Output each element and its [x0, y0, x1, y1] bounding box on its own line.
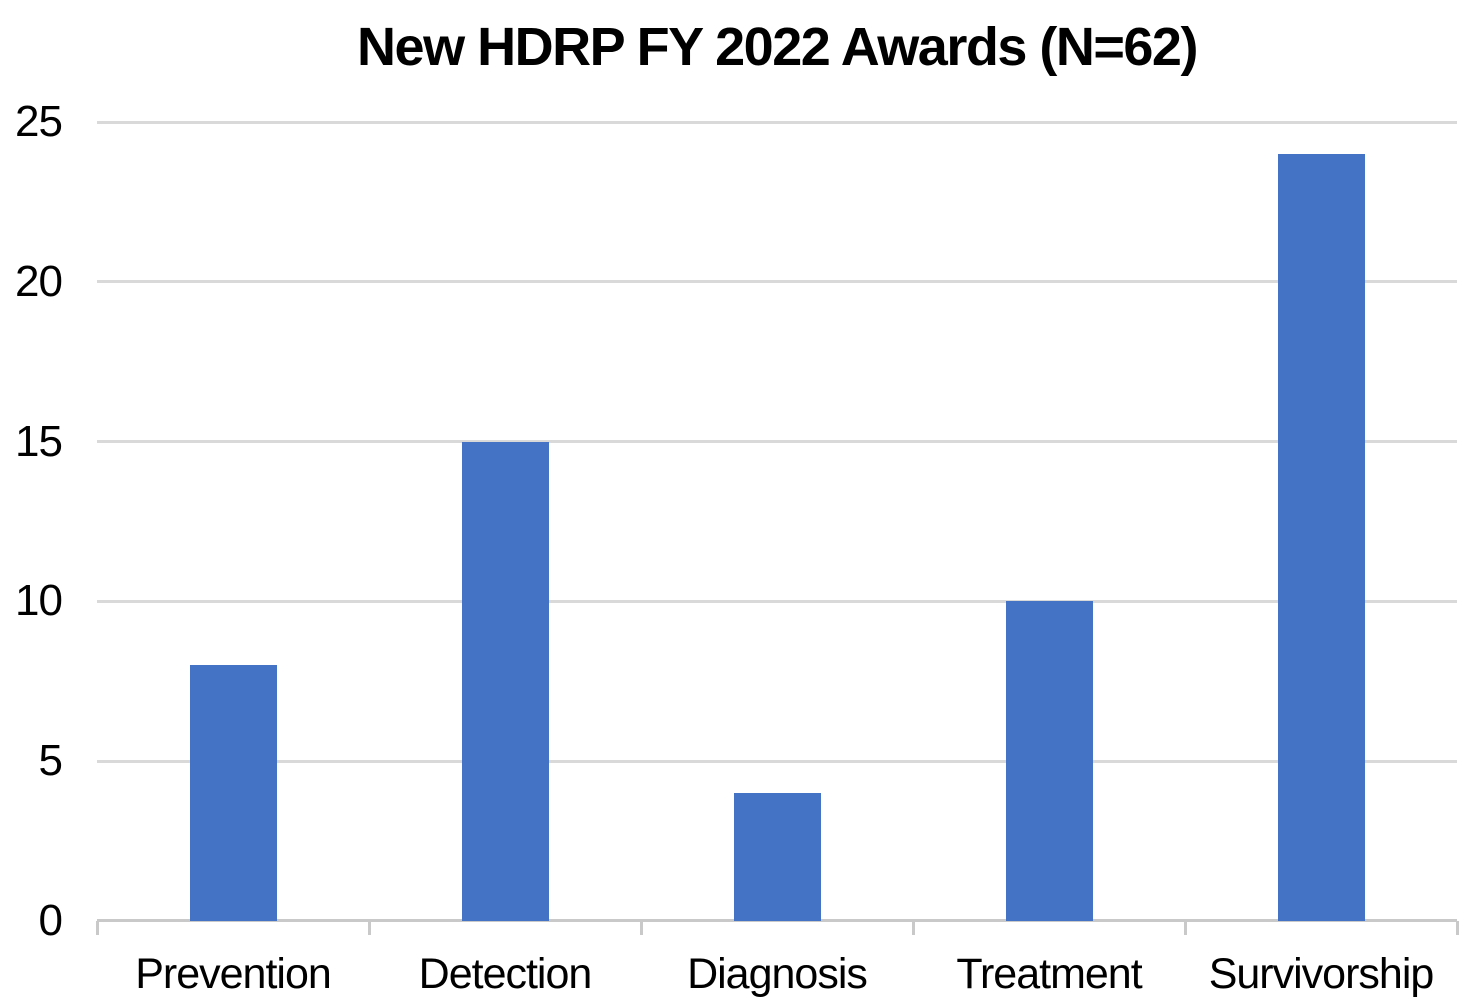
- x-axis-tick: [911, 921, 915, 935]
- bar-prevention: [189, 665, 277, 921]
- bar-detection: [461, 441, 549, 921]
- y-tick-label-10: 10: [15, 576, 63, 626]
- bar-treatment: [1005, 601, 1093, 921]
- gridline-y-5: [97, 759, 1457, 763]
- x-category-label-prevention: Prevention: [135, 950, 332, 998]
- gridline-y-15: [97, 440, 1457, 444]
- y-tick-label-0: 0: [38, 896, 63, 945]
- y-tick-label-20: 20: [15, 256, 63, 306]
- gridline-y-20: [97, 280, 1457, 284]
- x-category-label-treatment: Treatment: [956, 950, 1142, 998]
- plot-area: [95, 120, 1459, 935]
- y-tick-label-5: 5: [38, 736, 63, 786]
- x-axis-tick: [1183, 921, 1187, 935]
- chart-title: New HDRP FY 2022 Awards (N=62): [357, 17, 1198, 77]
- y-tick-label-15: 15: [15, 416, 63, 466]
- x-category-label-diagnosis: Diagnosis: [687, 950, 868, 998]
- x-axis-tick: [1455, 921, 1459, 935]
- y-tick-label-25: 25: [15, 97, 63, 146]
- x-axis-tick: [367, 921, 371, 935]
- x-category-label-survivorship: Survivorship: [1208, 950, 1435, 998]
- bar-diagnosis: [733, 793, 821, 921]
- gridline-y-10: [97, 599, 1457, 603]
- x-axis-tick: [639, 921, 643, 935]
- x-axis-tick: [95, 921, 99, 935]
- gridline-y-25: [97, 120, 1457, 124]
- x-category-label-detection: Detection: [418, 950, 593, 998]
- bar-survivorship: [1277, 153, 1365, 921]
